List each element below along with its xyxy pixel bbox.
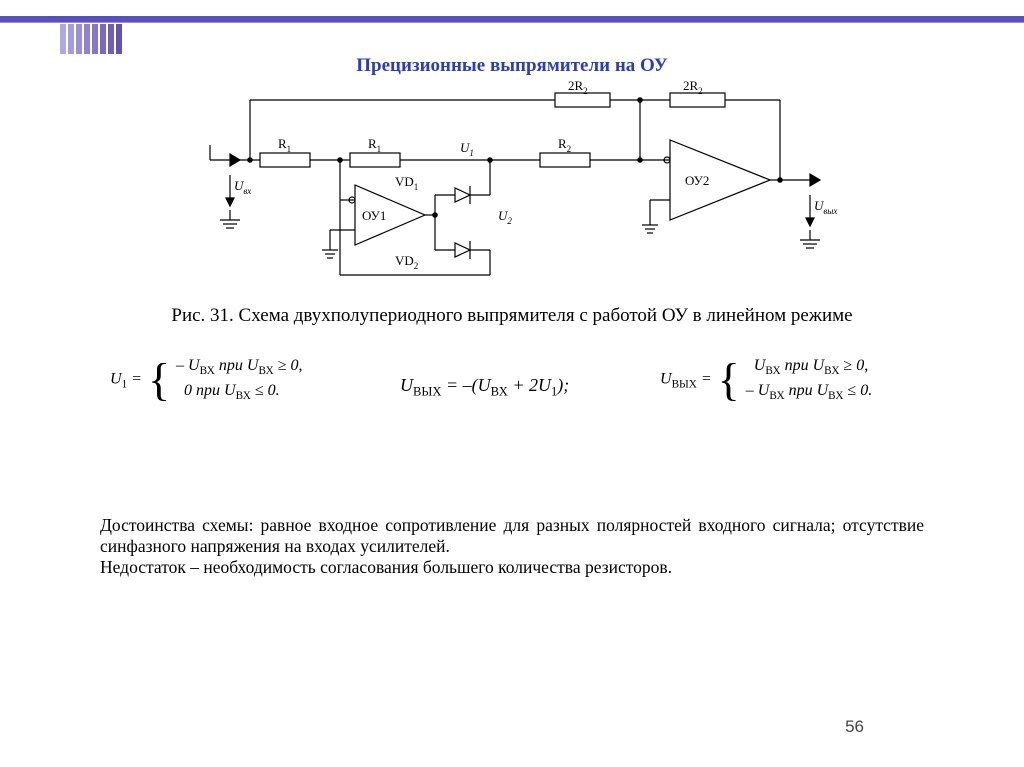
svg-text:VD1: VD1 xyxy=(395,174,418,192)
svg-text:U1: U1 xyxy=(460,140,474,158)
body-p2: Недостаток – необходимость согласования … xyxy=(100,557,672,577)
figure-caption: Рис. 31. Схема двухполупериодного выпрям… xyxy=(100,305,924,327)
2r2a-label: 2R xyxy=(568,80,584,93)
equation-uout-cases: UВЫХ = { UВХ при UВХ ≥ 0, – UВХ при UВХ … xyxy=(660,355,872,405)
oa1-label: ОУ1 xyxy=(362,208,386,223)
body-p1: Достоинства схемы: равное входное сопрот… xyxy=(100,515,924,556)
decor-stripes xyxy=(60,24,122,54)
2r2b-label: 2R xyxy=(683,80,699,93)
top-bar xyxy=(0,16,1024,23)
svg-text:Uвых: Uвых xyxy=(814,198,837,216)
circuit-schematic: R1 R1 R2 2R2 2R2 VD1 VD2 ОУ1 ОУ2 Uвх U1 … xyxy=(200,80,840,295)
page-title: Прецизионные выпрямители на ОУ xyxy=(0,55,1024,77)
svg-text:R1: R1 xyxy=(368,136,381,154)
equation-uout-mid: UВЫХ = –(UВХ + 2U1); xyxy=(400,375,569,400)
svg-text:Uвх: Uвх xyxy=(234,178,251,196)
vd1-label: VD xyxy=(395,174,414,189)
page-number: 56 xyxy=(845,717,864,737)
oa2-label: ОУ2 xyxy=(685,173,709,188)
svg-text:R1: R1 xyxy=(278,136,291,154)
r2-label: R xyxy=(558,136,567,151)
equation-u1: U1 = { – UВХ при UВХ ≥ 0, 0 при UВХ ≤ 0. xyxy=(110,355,302,405)
body-text: Достоинства схемы: равное входное сопрот… xyxy=(100,515,924,578)
vd2-label: VD xyxy=(395,253,414,268)
equations-block: U1 = { – UВХ при UВХ ≥ 0, 0 при UВХ ≤ 0.… xyxy=(90,355,950,425)
svg-text:R2: R2 xyxy=(558,136,571,154)
r1b-label: R xyxy=(368,136,377,151)
svg-text:U2: U2 xyxy=(498,208,512,226)
r1a-label: R xyxy=(278,136,287,151)
svg-text:VD2: VD2 xyxy=(395,253,418,271)
